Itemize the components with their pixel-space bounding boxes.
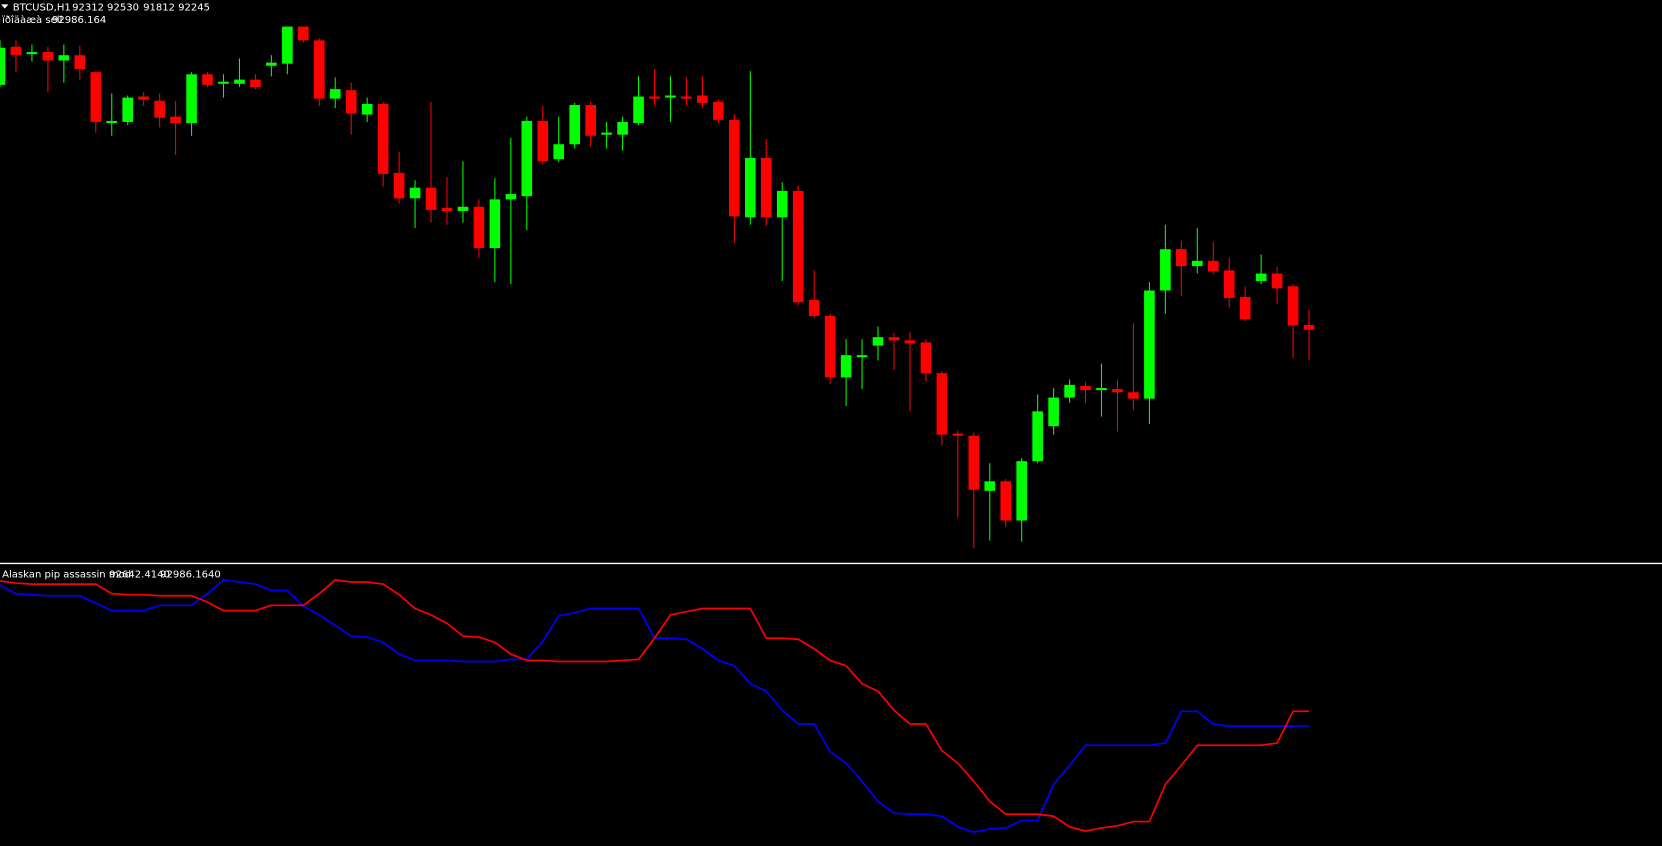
candle-body — [1016, 461, 1027, 521]
candle-body — [553, 144, 565, 160]
candle-body — [1239, 296, 1251, 320]
indicator-value: 92642.4140 — [109, 570, 170, 581]
candle-body — [760, 158, 772, 218]
candle-body — [170, 116, 181, 124]
candle-body — [840, 355, 852, 378]
candle-body — [920, 342, 932, 374]
candle-body — [872, 337, 884, 346]
candle-body — [808, 300, 820, 316]
candle-body — [745, 158, 756, 218]
candle-body — [1000, 481, 1012, 521]
candle-body — [345, 90, 357, 114]
last-close: 92245 — [178, 2, 210, 13]
candle-body — [361, 103, 373, 115]
last-high: 92530 — [107, 2, 139, 13]
candle-body — [154, 100, 165, 118]
indicator-title: Alaskan pip assassin mod — [2, 570, 131, 581]
candle-body — [697, 95, 708, 103]
candle-body — [393, 172, 405, 199]
candle-body — [457, 206, 469, 212]
candle-body — [1128, 392, 1139, 399]
candle-body — [90, 72, 102, 122]
symbol-title: BTCUSD,H1 — [13, 2, 71, 13]
candle-body — [521, 120, 533, 197]
candle-body — [1096, 388, 1107, 391]
candle-body — [856, 355, 868, 358]
candle-body — [122, 97, 134, 122]
candle-body — [42, 52, 54, 61]
candle-body — [0, 47, 6, 85]
candle-body — [1064, 384, 1075, 398]
candle-body — [968, 435, 980, 490]
candle-body — [1032, 411, 1043, 462]
candle-body — [633, 96, 644, 124]
candle-body — [776, 190, 788, 218]
candle-body — [1160, 249, 1171, 291]
candle-body — [298, 26, 309, 41]
candle-body — [1271, 273, 1283, 289]
candle-body — [617, 121, 628, 135]
last-open: 92312 — [72, 2, 104, 13]
candle-body — [729, 119, 740, 217]
candle-body — [266, 62, 277, 66]
last-low: 91812 — [143, 2, 175, 13]
candle-body — [441, 207, 453, 212]
candle-body — [409, 187, 421, 199]
candle-body — [537, 120, 549, 162]
candle-body — [282, 26, 293, 64]
candle-body — [106, 120, 118, 124]
candle-body — [952, 433, 964, 436]
indicator-line — [0, 578, 1310, 832]
candle-body — [202, 74, 213, 85]
candle-body — [1287, 286, 1299, 326]
candle-body — [1303, 324, 1315, 330]
collapse-arrow[interactable] — [1, 4, 9, 9]
candle-body — [74, 55, 86, 69]
candle-body — [58, 55, 70, 61]
candle-body — [377, 103, 389, 174]
candle-body — [792, 190, 804, 303]
candle-body — [473, 206, 485, 249]
candle-body — [1048, 397, 1059, 427]
candle-body — [138, 96, 149, 100]
candle-body — [489, 199, 501, 249]
candle-body — [649, 96, 660, 99]
candle-body — [329, 89, 341, 99]
candle-body — [250, 79, 261, 87]
candle-body — [186, 74, 197, 124]
candle-body — [234, 79, 245, 84]
indicator-value: 92986.1640 — [160, 570, 221, 581]
candle-body — [984, 481, 996, 491]
candle-body — [888, 337, 900, 341]
candle-body — [1112, 389, 1123, 393]
candle-body — [681, 96, 692, 99]
candle-body — [904, 340, 916, 344]
candle-body — [601, 132, 612, 135]
candle-body — [425, 187, 437, 210]
candle-body — [1080, 385, 1091, 391]
signal-value: 92986.164 — [52, 15, 106, 26]
candle-body — [1207, 260, 1219, 272]
candle-body — [1223, 270, 1235, 298]
candle-body — [585, 105, 596, 136]
candle-body — [10, 46, 22, 56]
candle-body — [218, 81, 229, 84]
candle-body — [665, 95, 676, 98]
candle-body — [313, 40, 325, 99]
candle-body — [1144, 290, 1155, 399]
candle-body — [505, 194, 517, 200]
signal-label: ïðîäàæà sell — [1, 14, 62, 26]
candle-body — [936, 373, 948, 435]
candle-body — [713, 101, 724, 120]
candle-body — [824, 315, 836, 378]
candle-body — [26, 52, 38, 55]
candle-body — [1191, 260, 1203, 267]
candle-body — [1255, 273, 1267, 281]
candle-body — [569, 105, 580, 145]
candle-body — [1176, 249, 1187, 267]
